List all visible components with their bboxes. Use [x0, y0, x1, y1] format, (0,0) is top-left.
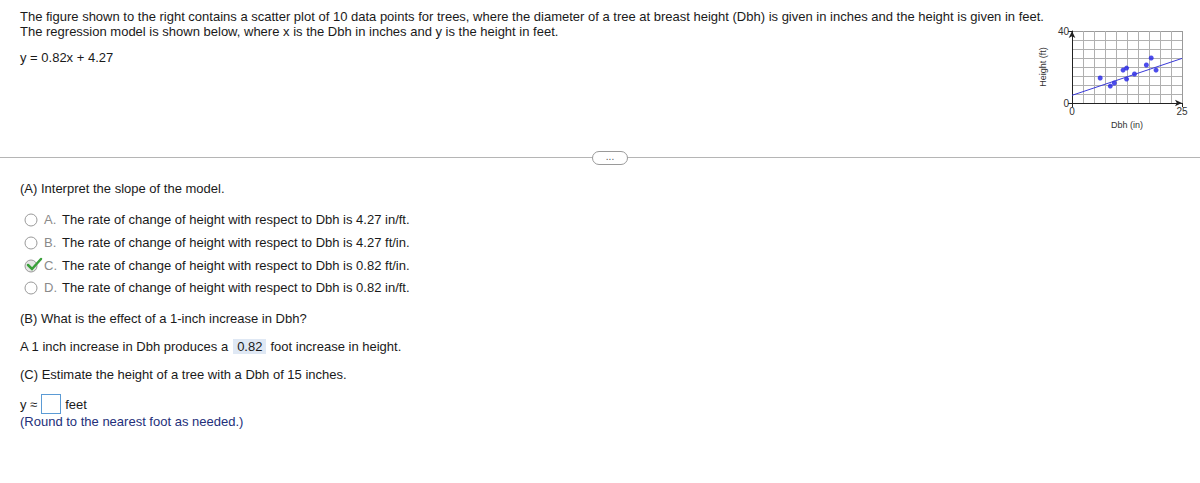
html-text:(C) Estimate the height of a t: (C) Estimate the height of a tree with a…: [20, 367, 347, 382]
html-text:D. The rate of change of heigh: D. The rate of change of height with res…: [44, 280, 410, 295]
html-text:C. The rate of change of heigh: C. The rate of change of height with res…: [44, 258, 410, 273]
svg-text:40: 40: [1058, 26, 1070, 37]
html-text:y = 0.82x + 4.27: y = 0.82x + 4.27: [20, 50, 114, 65]
svg-text:Height (ft): Height (ft): [1038, 47, 1048, 87]
html-text:A. The rate of change of heigh: A. The rate of change of height with res…: [44, 212, 410, 227]
svg-text:0: 0: [1069, 106, 1075, 117]
html-text:(A) Interpret the slope of the: (A) Interpret the slope of the model.: [20, 181, 225, 196]
html-text:B. The rate of change of heigh: B. The rate of change of height with res…: [44, 235, 410, 250]
svg-text:0: 0: [1063, 97, 1069, 109]
svg-text:Dbh (in): Dbh (in): [1111, 120, 1143, 130]
svg-text:25: 25: [1176, 106, 1188, 117]
html-text:The figure shown to the right: The figure shown to the right contains a…: [20, 9, 1044, 39]
html-text:feet: feet: [65, 397, 87, 412]
html-text:y ≈: y ≈: [20, 397, 38, 412]
html-text:A 1 inch increase in Dbh produ: A 1 inch increase in Dbh produces a: [20, 339, 229, 354]
html-text:0.82: 0.82: [237, 339, 263, 354]
html-text:foot increase in height.: foot increase in height.: [270, 339, 402, 354]
html-text:(B) What is the effect of a 1-: (B) What is the effect of a 1-inch incre…: [20, 311, 307, 326]
html-text:(Round to the nearest foot as: (Round to the nearest foot as needed.): [20, 414, 244, 429]
